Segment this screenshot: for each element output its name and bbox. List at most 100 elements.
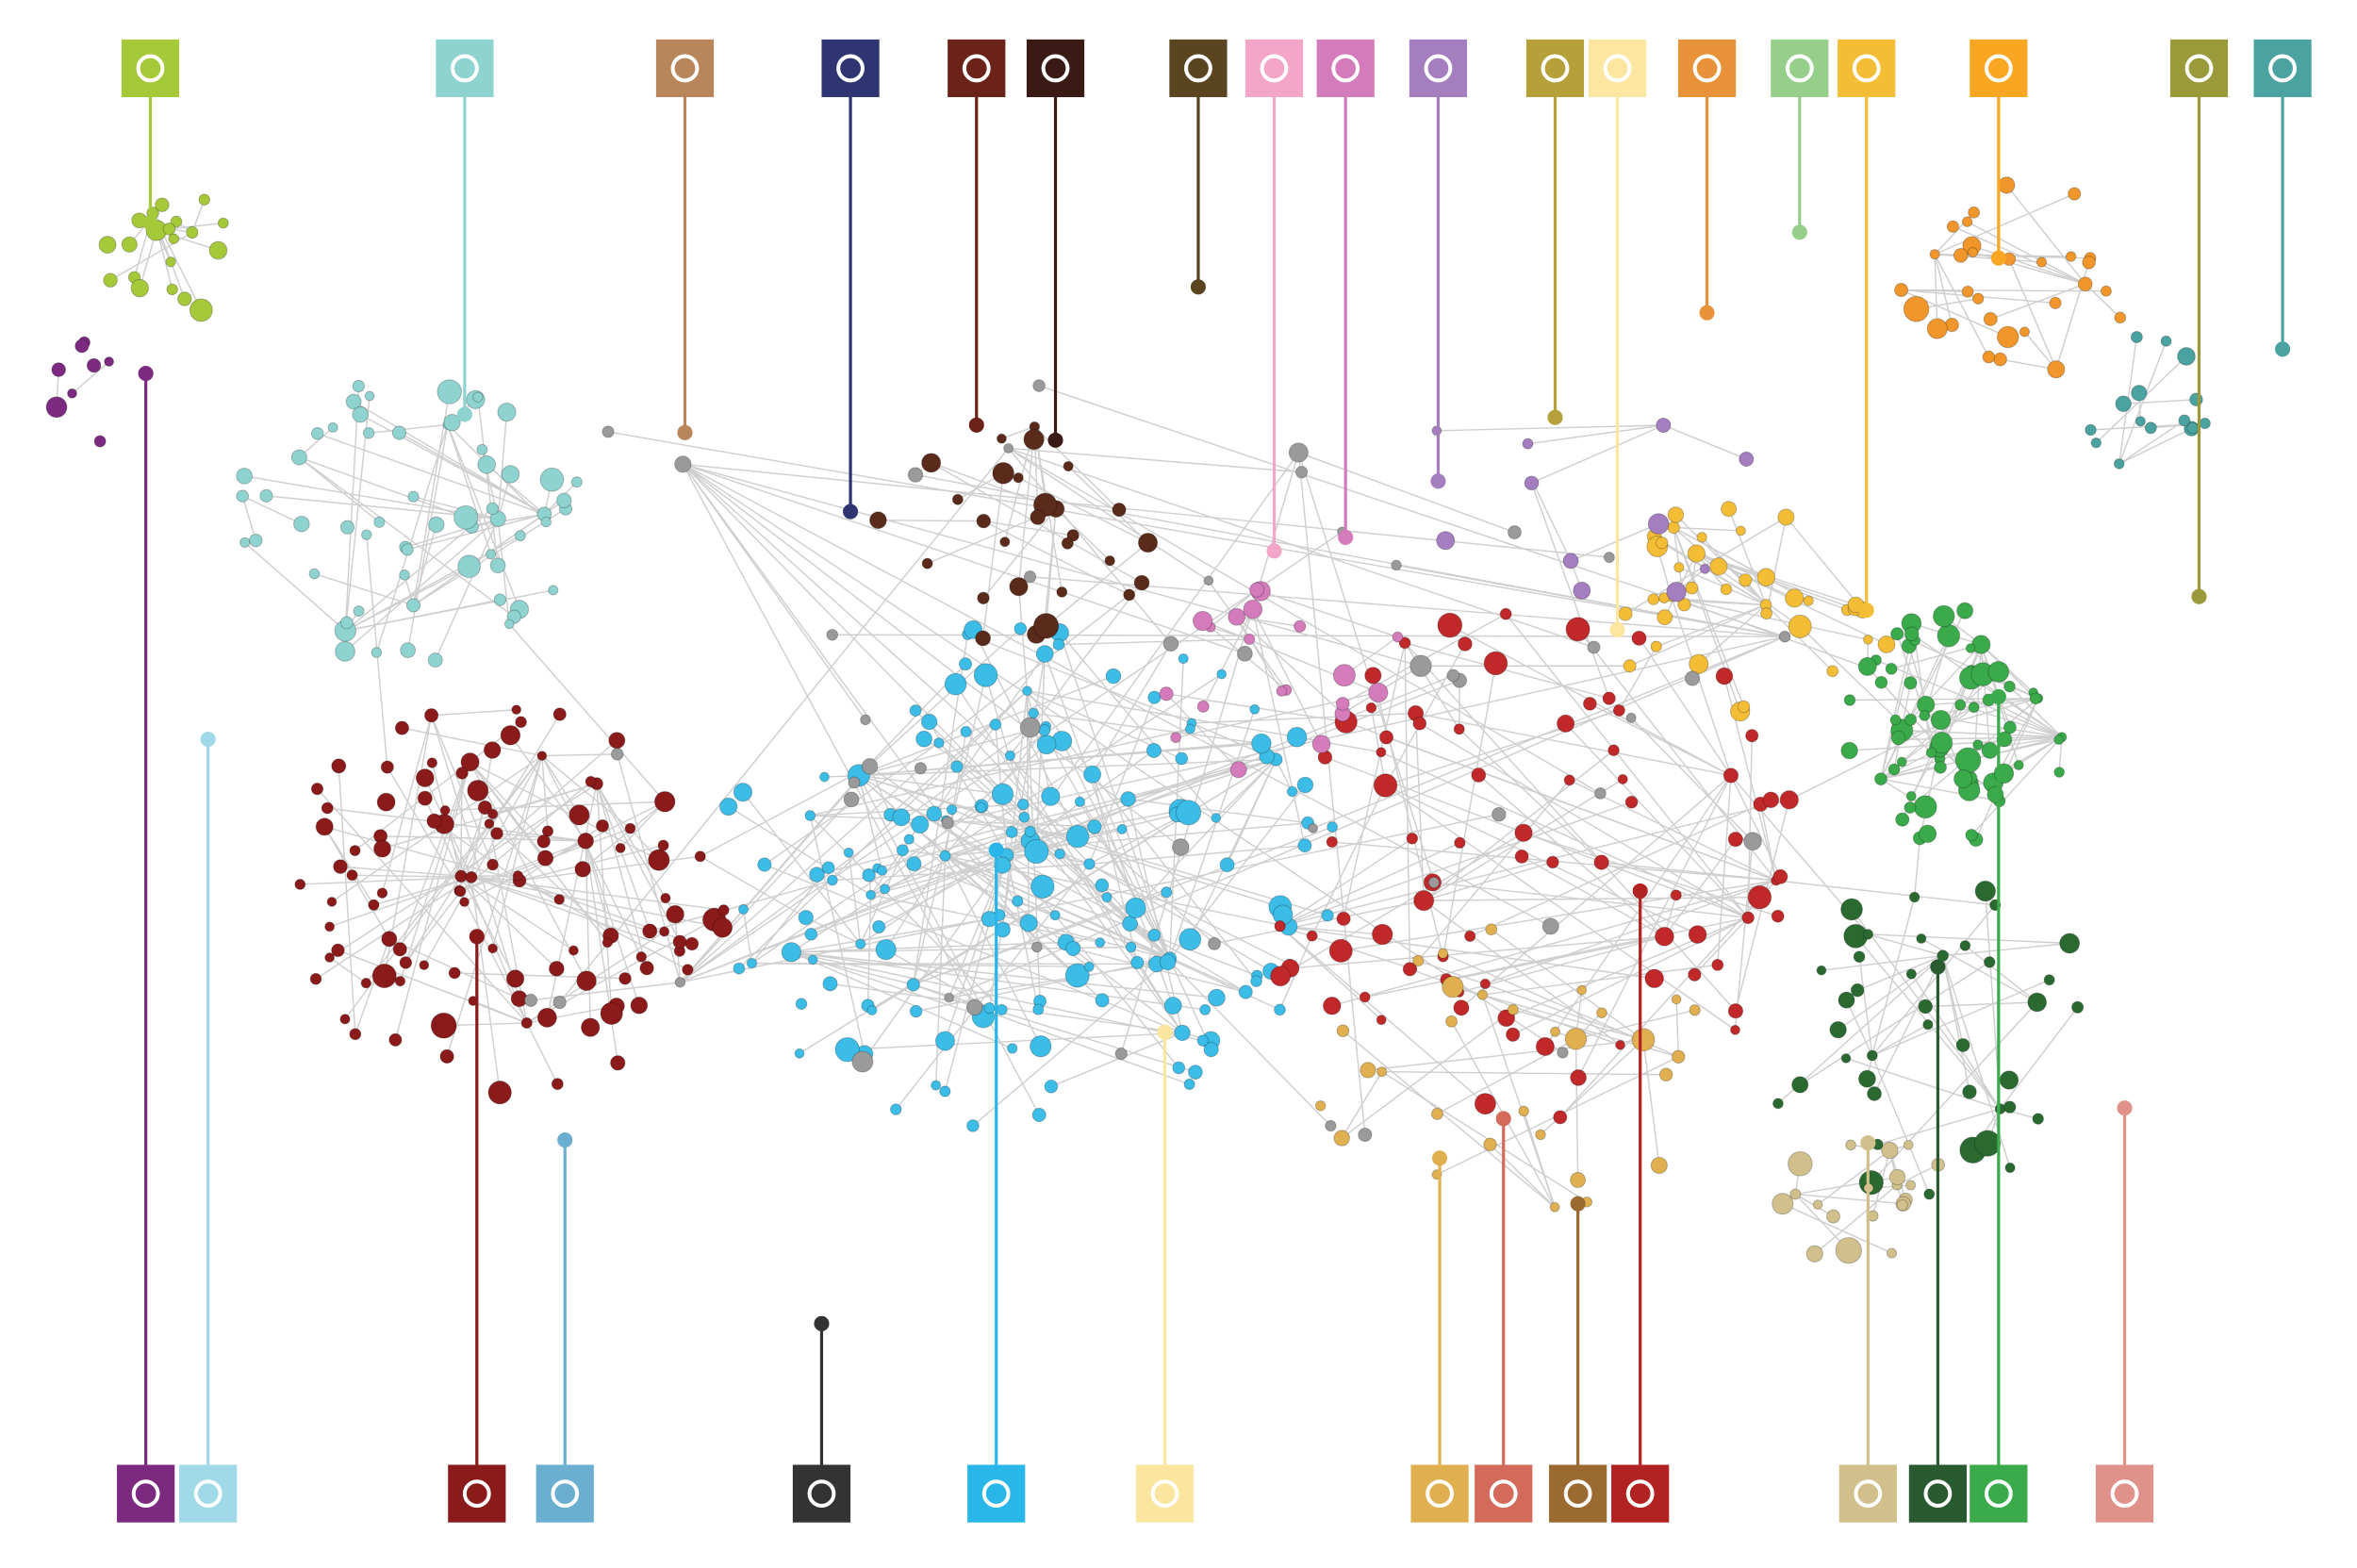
node xyxy=(490,827,503,840)
node xyxy=(415,768,435,787)
node xyxy=(388,1032,403,1047)
node xyxy=(1413,890,1435,912)
category-icon[interactable] xyxy=(448,1464,506,1523)
edge xyxy=(1910,973,2002,1110)
edge xyxy=(972,958,1171,1127)
edge xyxy=(345,589,553,632)
icon-glyph xyxy=(1563,1479,1592,1509)
node xyxy=(1541,917,1559,935)
category-icon[interactable] xyxy=(2253,39,2312,98)
category-icon[interactable] xyxy=(179,1464,238,1523)
edge xyxy=(519,844,664,882)
node xyxy=(1553,1110,1568,1125)
node xyxy=(2189,392,2203,407)
node xyxy=(966,999,983,1016)
category-icon[interactable] xyxy=(1525,39,1585,98)
edge xyxy=(791,917,990,953)
category-icon[interactable] xyxy=(948,39,1006,98)
category-icon[interactable] xyxy=(1549,1464,1607,1523)
edge xyxy=(1671,596,1869,641)
category-icon[interactable] xyxy=(1908,1464,1968,1523)
node xyxy=(1919,710,1931,721)
category-icon[interactable] xyxy=(967,1464,1026,1523)
node xyxy=(1208,988,1226,1007)
node xyxy=(2019,326,2031,338)
node xyxy=(1238,984,1253,999)
node xyxy=(1228,607,1246,626)
edge xyxy=(683,463,1422,667)
edge xyxy=(902,850,946,857)
edge xyxy=(596,783,681,943)
node xyxy=(946,803,958,816)
node xyxy=(1986,785,2004,803)
connector-end xyxy=(1858,602,1874,619)
node xyxy=(585,775,597,787)
node xyxy=(1391,559,1402,571)
edge xyxy=(948,635,1786,824)
category-icon[interactable] xyxy=(1135,1464,1195,1523)
edge xyxy=(329,783,598,959)
node xyxy=(553,894,565,905)
category-icon[interactable] xyxy=(1410,1464,1469,1523)
category-icon[interactable] xyxy=(1026,39,1085,98)
node xyxy=(2177,347,2196,366)
category-icon[interactable] xyxy=(1588,39,1647,98)
category-icon[interactable] xyxy=(436,39,494,98)
node xyxy=(1146,742,1162,758)
category-icon[interactable] xyxy=(821,39,880,98)
node xyxy=(960,725,972,738)
node xyxy=(1358,1127,1373,1143)
node xyxy=(1656,609,1673,626)
node xyxy=(975,630,992,647)
category-icon[interactable] xyxy=(2169,39,2229,98)
node xyxy=(2085,423,2097,437)
category-icon[interactable] xyxy=(1970,1464,2028,1523)
node xyxy=(1913,795,1937,819)
node xyxy=(1887,763,1901,776)
node xyxy=(514,530,526,542)
category-icon[interactable] xyxy=(1316,39,1375,98)
category-icon[interactable] xyxy=(117,1464,175,1523)
node xyxy=(926,805,943,822)
category-icon[interactable] xyxy=(536,1464,594,1523)
edge xyxy=(1459,728,1603,864)
node xyxy=(1760,607,1772,620)
node xyxy=(1684,670,1701,686)
category-icon[interactable] xyxy=(792,1464,851,1523)
node xyxy=(1249,703,1261,715)
edge xyxy=(682,463,1552,927)
node xyxy=(1286,726,1308,748)
category-icon[interactable] xyxy=(1970,39,2028,98)
node xyxy=(346,869,358,882)
node xyxy=(1535,1129,1546,1141)
node xyxy=(1791,1076,1809,1094)
category-icon[interactable] xyxy=(655,39,715,98)
edge xyxy=(679,799,852,983)
node xyxy=(674,455,692,473)
node xyxy=(1019,914,1038,933)
node xyxy=(866,1005,878,1015)
node xyxy=(1968,701,1980,714)
node xyxy=(249,533,263,548)
category-icon[interactable] xyxy=(1838,39,1896,98)
category-icon[interactable] xyxy=(1409,39,1468,98)
node xyxy=(2049,296,2062,309)
node xyxy=(1971,292,1985,305)
category-icon[interactable] xyxy=(1244,39,1304,98)
category-icon[interactable] xyxy=(1475,1464,1533,1523)
node xyxy=(909,704,922,718)
edge xyxy=(1023,817,1183,1033)
edge xyxy=(1055,508,1111,562)
icon-glyph xyxy=(962,54,991,83)
category-icon[interactable] xyxy=(121,39,180,98)
category-icon[interactable] xyxy=(1169,39,1228,98)
category-icon[interactable] xyxy=(1771,39,1829,98)
category-icon[interactable] xyxy=(1838,1464,1897,1523)
node xyxy=(394,975,406,987)
category-icon[interactable] xyxy=(1611,1464,1670,1523)
edge xyxy=(1727,508,1767,605)
node xyxy=(635,951,648,963)
node xyxy=(1297,838,1312,853)
category-icon[interactable] xyxy=(1677,39,1737,98)
category-icon[interactable] xyxy=(2095,1464,2154,1523)
